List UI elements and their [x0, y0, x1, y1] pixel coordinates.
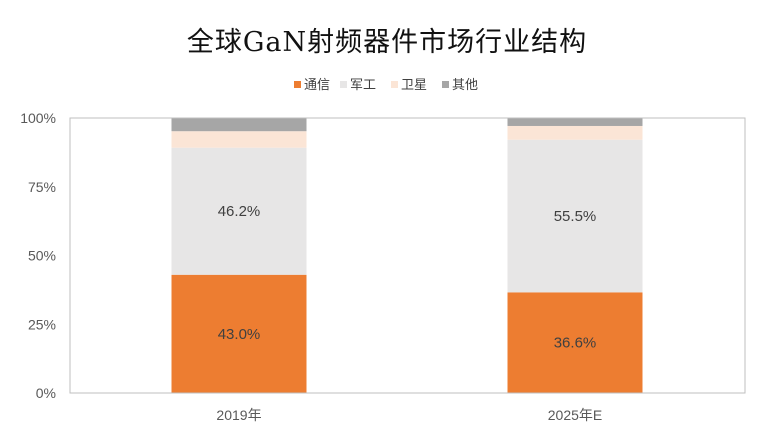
legend-label-4: 其他 [452, 77, 478, 92]
plot-frame [69, 117, 746, 394]
bar-segment-2-1 [507, 292, 643, 393]
y-tick-label-1: 25% [28, 316, 56, 332]
data-label-2-2: 55.5% [554, 208, 597, 225]
bar-segment-1-3 [171, 131, 307, 148]
y-axis: 0% 25% 50% 75% 100% [20, 110, 56, 401]
plot-border [69, 117, 746, 394]
legend-swatch-1 [294, 81, 301, 88]
data-label-2-1: 36.6% [554, 335, 597, 352]
legend-label-3: 卫星 [401, 77, 427, 92]
x-tick-label-2: 2025年E [548, 407, 602, 423]
chart-title: 全球GaN射频器件市场行业结构 [186, 27, 588, 58]
data-label-1-2: 46.2% [218, 203, 261, 220]
bar-segment-1-1 [171, 274, 307, 393]
bar-segment-1-4 [171, 118, 307, 132]
y-tick-label-3: 75% [28, 179, 56, 195]
legend-label-1: 通信 [304, 77, 330, 92]
legend-swatch-4 [442, 81, 449, 88]
bar-segment-1-2 [171, 147, 307, 275]
y-tick-label-0: 0% [36, 385, 56, 401]
y-tick-label-2: 50% [28, 248, 56, 264]
legend: 通信 军工 卫星 其他 [294, 77, 478, 92]
bar-segment-2-3 [507, 125, 643, 140]
legend-swatch-3 [391, 81, 398, 88]
y-tick-label-4: 100% [20, 110, 56, 126]
legend-label-2: 军工 [350, 77, 376, 92]
bar-segment-2-2 [507, 139, 643, 293]
x-axis: 2019年 2025年E [216, 407, 602, 423]
legend-swatch-2 [340, 81, 347, 88]
x-tick-label-1: 2019年 [216, 407, 261, 423]
bar-segment-2-4 [507, 118, 643, 126]
bars: 43.0% 46.2% 36.6% 55.5% [171, 118, 643, 393]
data-label-1-1: 43.0% [218, 326, 261, 343]
